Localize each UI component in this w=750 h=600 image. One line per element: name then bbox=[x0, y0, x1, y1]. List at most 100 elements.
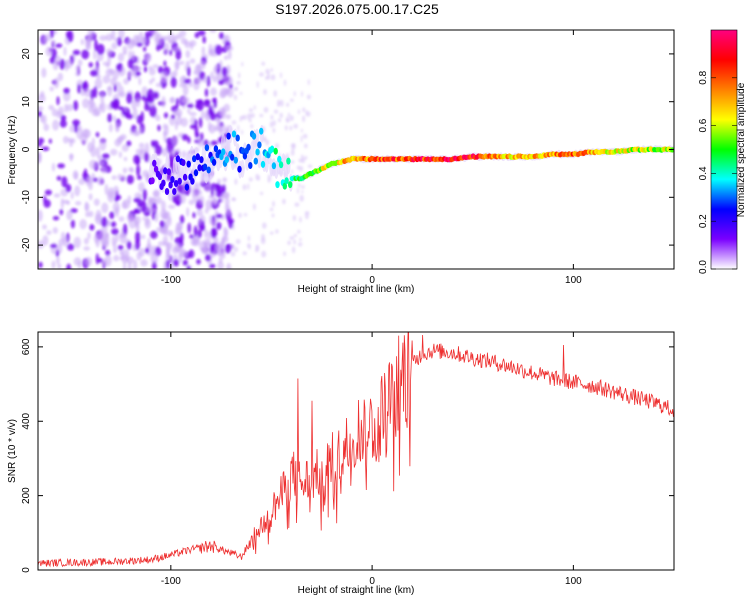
spectrogram-noise-blob bbox=[287, 240, 291, 245]
spectrogram-noise-blob bbox=[222, 191, 230, 199]
spectrogram-noise-blob bbox=[282, 198, 286, 205]
spectrogram-noise-blob bbox=[205, 254, 211, 262]
spectrogram-noise-blob bbox=[85, 177, 91, 187]
spectrogram-noise-blob bbox=[113, 240, 117, 248]
spectrogram-noise-blob bbox=[190, 42, 194, 50]
spectrogram-noise-blob bbox=[138, 77, 142, 86]
spectrogram-noise-blob bbox=[169, 49, 173, 56]
spectrogram-noise-blob bbox=[117, 173, 123, 181]
spectrogram-noise-blob bbox=[81, 49, 90, 60]
spectrogram-noise-blob bbox=[99, 35, 107, 41]
spectrogram-ridge-cell bbox=[195, 153, 200, 161]
spectrogram-noise-blob bbox=[83, 246, 91, 251]
spectrogram-noise-blob bbox=[270, 114, 274, 120]
spectrogram-noise-blob bbox=[201, 220, 205, 231]
spectrogram-noise-blob bbox=[102, 75, 111, 84]
spectrogram-noise-blob bbox=[164, 42, 170, 54]
spectrogram-noise-blob bbox=[133, 64, 137, 76]
spectrogram-ridge-cell bbox=[150, 177, 155, 185]
spectrogram-ridge-cell bbox=[226, 132, 231, 140]
spectrogram-noise-blob bbox=[133, 154, 141, 165]
spectrogram-ridge-cell bbox=[166, 168, 171, 176]
spectrogram-noise-blob bbox=[212, 236, 219, 244]
spectrogram-ridge-cell bbox=[186, 160, 191, 168]
spectrogram-noise-blob bbox=[131, 50, 135, 62]
spectrogram-noise-blob bbox=[141, 95, 146, 101]
spectrogram-noise-blob bbox=[102, 61, 109, 66]
spectrogram-ridge-cell bbox=[157, 173, 162, 181]
spectrogram-noise-blob bbox=[183, 96, 190, 105]
spectrogram-ridge-cell bbox=[221, 148, 226, 156]
spectrogram-noise-blob bbox=[241, 61, 244, 67]
spectrogram-noise-blob bbox=[272, 200, 275, 207]
spectrogram-noise-blob bbox=[52, 216, 60, 221]
spectrogram-noise-blob bbox=[210, 186, 214, 198]
spectrogram-noise-blob bbox=[214, 64, 219, 70]
spectrogram-noise-blob bbox=[165, 124, 169, 136]
y-tick-label: 0 bbox=[21, 146, 32, 152]
spectrogram-noise-blob bbox=[248, 177, 253, 182]
spectrogram-noise-blob bbox=[67, 243, 75, 251]
spectrogram-ridge-cell bbox=[257, 141, 262, 149]
spectrogram-noise-blob bbox=[73, 100, 79, 111]
spectrogram-noise-blob bbox=[208, 48, 215, 57]
spectrogram-noise-blob bbox=[297, 187, 299, 194]
spectrogram-noise-blob bbox=[263, 89, 267, 95]
spectrogram-noise-blob bbox=[250, 113, 255, 118]
x-tick-label: 0 bbox=[369, 576, 375, 587]
spectrogram-noise-blob bbox=[94, 78, 103, 89]
spectrogram-noise-blob bbox=[267, 74, 270, 81]
spectrogram-noise-blob bbox=[136, 42, 143, 47]
spectrogram-noise-blob bbox=[209, 30, 217, 33]
spectrogram-ridge-cell bbox=[233, 156, 238, 164]
spectrogram-noise-blob bbox=[217, 178, 222, 185]
spectrogram-noise-blob bbox=[263, 107, 269, 113]
spectrogram-noise-blob bbox=[286, 102, 290, 107]
spectrogram-noise-blob bbox=[269, 207, 274, 212]
spectrogram-noise-blob bbox=[292, 215, 297, 221]
spectrogram-noise-blob bbox=[299, 194, 304, 202]
spectrogram-noise-blob bbox=[65, 184, 72, 193]
spectrogram-noise-blob bbox=[145, 247, 150, 254]
snr-panel: -100 0 100 0 200 400 600 Height of straight li… bbox=[7, 331, 675, 596]
spectrogram-noise-blob bbox=[79, 219, 87, 230]
spectrogram-noise-blob bbox=[165, 254, 172, 263]
spectrogram-noise-blob bbox=[217, 261, 224, 269]
spectrogram-noise-blob bbox=[41, 146, 50, 152]
spectrogram-noise-blob bbox=[74, 123, 78, 134]
spectrogram-noise-blob bbox=[185, 50, 191, 59]
spectrogram-noise-blob bbox=[134, 208, 140, 214]
spectrogram-noise-blob bbox=[93, 177, 98, 182]
spectrogram-xlabel: Height of straight line (km) bbox=[298, 284, 415, 295]
spectrogram-noise-blob bbox=[266, 139, 270, 145]
spectrogram-noise-blob bbox=[270, 74, 276, 81]
spectrogram-ridge-cell bbox=[170, 176, 175, 183]
spectrogram-noise-blob bbox=[138, 127, 143, 135]
spectrogram-noise-blob bbox=[259, 72, 264, 77]
spectrogram-noise-blob bbox=[270, 68, 273, 72]
spectrogram-noise-blob bbox=[207, 121, 212, 132]
spectrogram-ridge-cell bbox=[173, 180, 179, 187]
spectrogram-noise-blob bbox=[215, 184, 221, 193]
spectrogram-noise-blob bbox=[187, 136, 191, 144]
spectrogram-noise-blob bbox=[279, 112, 283, 119]
spectrogram-noise-blob bbox=[75, 201, 82, 206]
colorbar-tick-label: 0.6 bbox=[698, 118, 709, 132]
spectrogram-noise-blob bbox=[106, 86, 113, 91]
spectrogram-noise-blob bbox=[209, 214, 213, 225]
spectrogram-noise-blob bbox=[233, 94, 238, 101]
spectrogram-noise-blob bbox=[190, 238, 197, 246]
spectrogram-noise-blob bbox=[175, 200, 180, 206]
spectrogram-noise-blob bbox=[117, 52, 125, 62]
spectrogram-noise-blob bbox=[220, 75, 229, 80]
spectrogram-noise-blob bbox=[221, 238, 225, 249]
spectrogram-ridge-cell bbox=[164, 188, 170, 195]
spectrogram-noise-blob bbox=[95, 253, 99, 265]
spectrogram-noise-blob bbox=[301, 190, 304, 194]
snr-frame bbox=[37, 331, 675, 571]
spectrogram-noise-blob bbox=[186, 207, 190, 217]
spectrogram-noise-blob bbox=[134, 215, 141, 225]
spectrogram-noise-blob bbox=[122, 167, 128, 174]
spectrogram-ridge-cell bbox=[181, 159, 186, 167]
spectrogram-noise-blob bbox=[287, 112, 290, 118]
